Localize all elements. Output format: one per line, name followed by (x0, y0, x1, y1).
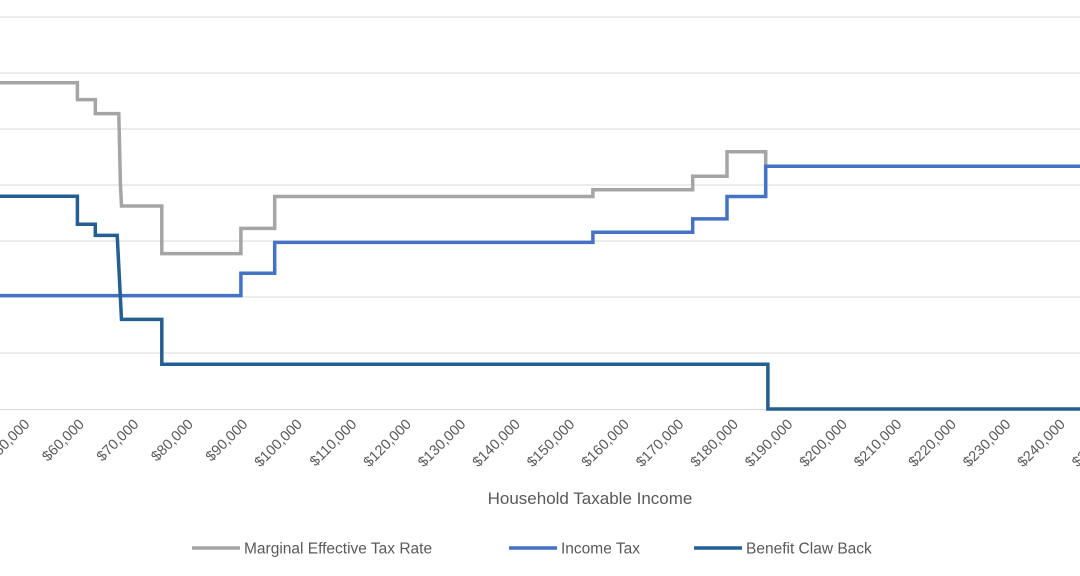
x-tick-label: $150,000 (524, 417, 578, 471)
x-tick-label: $230,000 (960, 417, 1014, 471)
legend-label: Marginal Effective Tax Rate (244, 541, 432, 558)
x-tick-label: $70,000 (94, 417, 142, 465)
legend-label: Income Tax (561, 541, 640, 558)
x-tick-label: $190,000 (742, 417, 796, 471)
x-tick-label: $170,000 (633, 417, 687, 471)
x-tick-label: $80,000 (148, 417, 196, 465)
x-tick-label: $240,000 (1015, 417, 1069, 471)
x-tick-label: $90,000 (203, 417, 251, 465)
x-tick-label: $250,000 (1069, 417, 1080, 471)
x-tick-label: $140,000 (470, 417, 524, 471)
x-tick-label: $210,000 (851, 417, 905, 471)
x-tick-label: $50,000 (0, 417, 33, 465)
series-line-benefit-claw-back (0, 194, 1080, 411)
legend-label: Benefit Claw Back (746, 541, 872, 558)
x-tick-label: $110,000 (307, 417, 360, 470)
x-tick-label: $180,000 (688, 417, 742, 471)
x-axis-title: Household Taxable Income (488, 489, 693, 508)
x-tick-label: $220,000 (906, 417, 960, 471)
series-line-income-tax (0, 164, 1080, 298)
legend: Marginal Effective Tax Rate Income Tax Ben… (192, 541, 872, 558)
x-tick-label: $160,000 (579, 417, 633, 471)
x-axis-tick-labels: $40,000$50,000$60,000$70,000$80,000$90,0… (0, 417, 1080, 471)
x-tick-label: $100,000 (252, 417, 306, 471)
x-tick-label: $120,000 (361, 417, 415, 471)
x-tick-label: $60,000 (39, 417, 87, 465)
series-line-marginal-effective-tax-rate (0, 81, 768, 256)
series-lines (0, 81, 1080, 411)
x-tick-label: $130,000 (415, 417, 469, 471)
x-tick-label: $200,000 (797, 417, 851, 471)
